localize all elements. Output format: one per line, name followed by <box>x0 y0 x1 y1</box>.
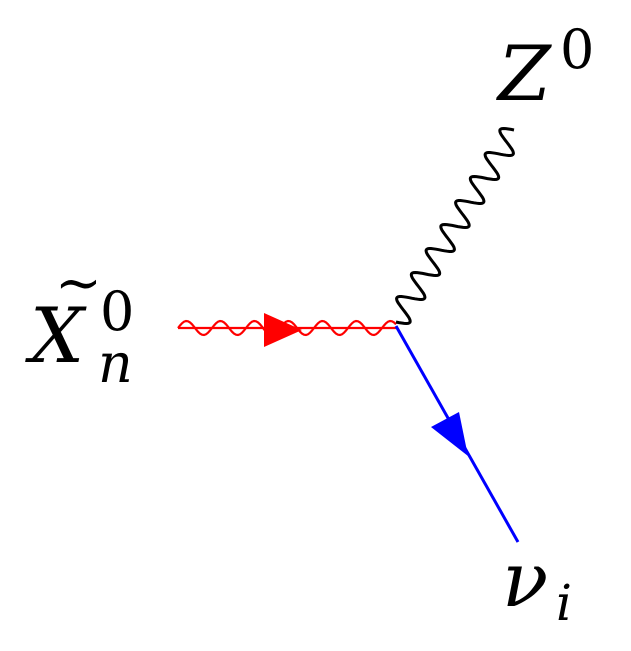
neutralino-arrow-icon <box>264 313 302 347</box>
neutrino-label-symbol: ν <box>502 535 548 624</box>
z-boson-label-superscript: 0 <box>560 18 594 81</box>
neutralino-label-superscript: 0 <box>100 280 134 343</box>
neutralino-propagator-wave <box>177 319 397 337</box>
neutralino-label-subscript: n <box>98 332 133 395</box>
z-boson-propagator <box>395 126 515 326</box>
z-boson-label-symbol: Z <box>496 29 552 118</box>
neutrino-arrow-icon <box>431 412 468 456</box>
neutrino-label-subscript: i <box>556 574 572 632</box>
neutralino-label-symbol: X <box>25 291 87 380</box>
z-boson-label: Z 0 <box>496 18 594 118</box>
neutrino-label: ν i <box>502 535 572 632</box>
neutralino-label: ~ X 0 n <box>25 251 134 395</box>
neutralino-label-tilde: ~ <box>55 251 102 316</box>
